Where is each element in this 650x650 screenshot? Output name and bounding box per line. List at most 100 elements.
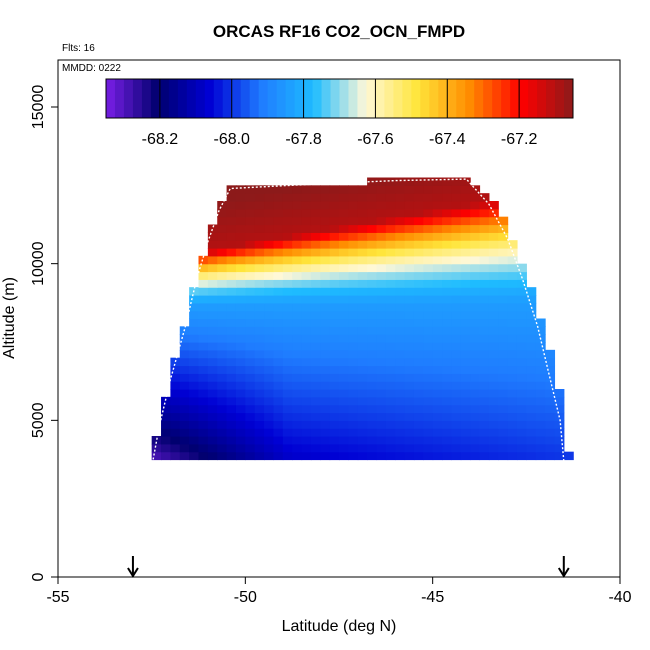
field-cell [516, 271, 527, 280]
field-cell [479, 420, 490, 429]
colorbar-swatch [240, 79, 251, 118]
y-tick-label: 15000 [30, 85, 47, 130]
field-cell [235, 318, 246, 327]
field-cell [432, 334, 443, 343]
field-cell [339, 240, 349, 249]
field-cell [264, 412, 275, 421]
field-cell [301, 310, 312, 320]
field-cell [226, 357, 237, 367]
field-cell [282, 373, 293, 382]
field-cell [498, 295, 509, 304]
field-cell [264, 365, 275, 374]
field-cell [217, 201, 228, 210]
field-cell [395, 318, 406, 327]
field-cell [282, 279, 293, 288]
field-cell [329, 420, 340, 429]
field-cell [264, 193, 275, 202]
field-cell [264, 201, 275, 210]
field-cell [226, 420, 237, 429]
field-cell [207, 443, 218, 453]
field-cell [526, 295, 537, 304]
field-cell [245, 295, 256, 304]
field-cell [451, 381, 462, 390]
field-cell [320, 263, 331, 273]
field-cell [479, 287, 490, 296]
colorbar-swatch [447, 79, 457, 118]
field-cell [432, 193, 443, 202]
field-cell [226, 295, 237, 304]
field-cell [526, 373, 537, 382]
field-cell [254, 451, 265, 461]
field-cell [273, 451, 284, 461]
field-cell [395, 412, 406, 421]
field-cell [273, 185, 284, 194]
field-cell [301, 389, 312, 398]
field-cell [376, 185, 387, 194]
field-cell [310, 310, 321, 320]
field-cell [179, 342, 190, 351]
plot-frame [57, 59, 621, 578]
field-cell [488, 287, 499, 296]
field-cell [498, 224, 509, 233]
colorbar-swatch [483, 79, 493, 118]
field-cell [460, 287, 471, 296]
field-cell [357, 240, 368, 249]
field-cell [282, 185, 293, 194]
field-cell [282, 240, 293, 249]
field-cell [282, 208, 293, 218]
field-cell [348, 224, 359, 233]
field-cell [189, 365, 200, 374]
field-cell [385, 389, 396, 398]
field-cell [301, 248, 312, 257]
field-cell [516, 373, 527, 382]
colorbar-swatch [177, 79, 188, 118]
field-cell [516, 302, 527, 312]
field-cell [404, 436, 415, 445]
colorbar-swatch [312, 79, 323, 118]
field-cell [554, 451, 565, 461]
field-cell [226, 279, 237, 288]
field-cell [245, 334, 256, 343]
field-cell [498, 216, 509, 226]
field-cell [170, 451, 181, 461]
field-cell [526, 389, 537, 398]
field-cell [460, 396, 471, 406]
field-cell [264, 279, 275, 288]
field-cell [320, 310, 331, 320]
field-cell [451, 193, 462, 202]
field-cell [189, 420, 200, 429]
field-cell [460, 451, 471, 461]
field-cell [198, 436, 209, 445]
field-cell [526, 357, 537, 367]
field-cell [545, 412, 556, 421]
field-cell [479, 326, 490, 335]
field-cell [264, 318, 275, 327]
field-cell [442, 177, 452, 186]
y-axis: 0 5000 10000 15000 [30, 85, 58, 581]
field-cell [526, 349, 537, 359]
field-cell [404, 381, 415, 390]
field-cell [320, 436, 331, 445]
field-cell [404, 201, 415, 210]
field-cell [254, 216, 265, 226]
field-cell [235, 263, 246, 273]
field-cell [292, 263, 303, 273]
field-cell [217, 279, 228, 288]
field-cell [395, 295, 406, 304]
field-cell [292, 287, 303, 296]
field-cell [273, 295, 284, 304]
field-cell [367, 271, 378, 280]
field-cell [292, 185, 303, 194]
field-cell [320, 381, 331, 390]
field-cell [376, 404, 387, 414]
field-cell [179, 334, 190, 343]
field-cell [432, 224, 443, 233]
field-cell [385, 412, 396, 421]
field-cell [282, 287, 293, 296]
field-cell [442, 248, 452, 257]
field-cell [479, 357, 490, 367]
field-cell [423, 373, 434, 382]
field-cell [339, 232, 349, 241]
field-cell [198, 357, 209, 367]
field-cell [226, 310, 237, 320]
